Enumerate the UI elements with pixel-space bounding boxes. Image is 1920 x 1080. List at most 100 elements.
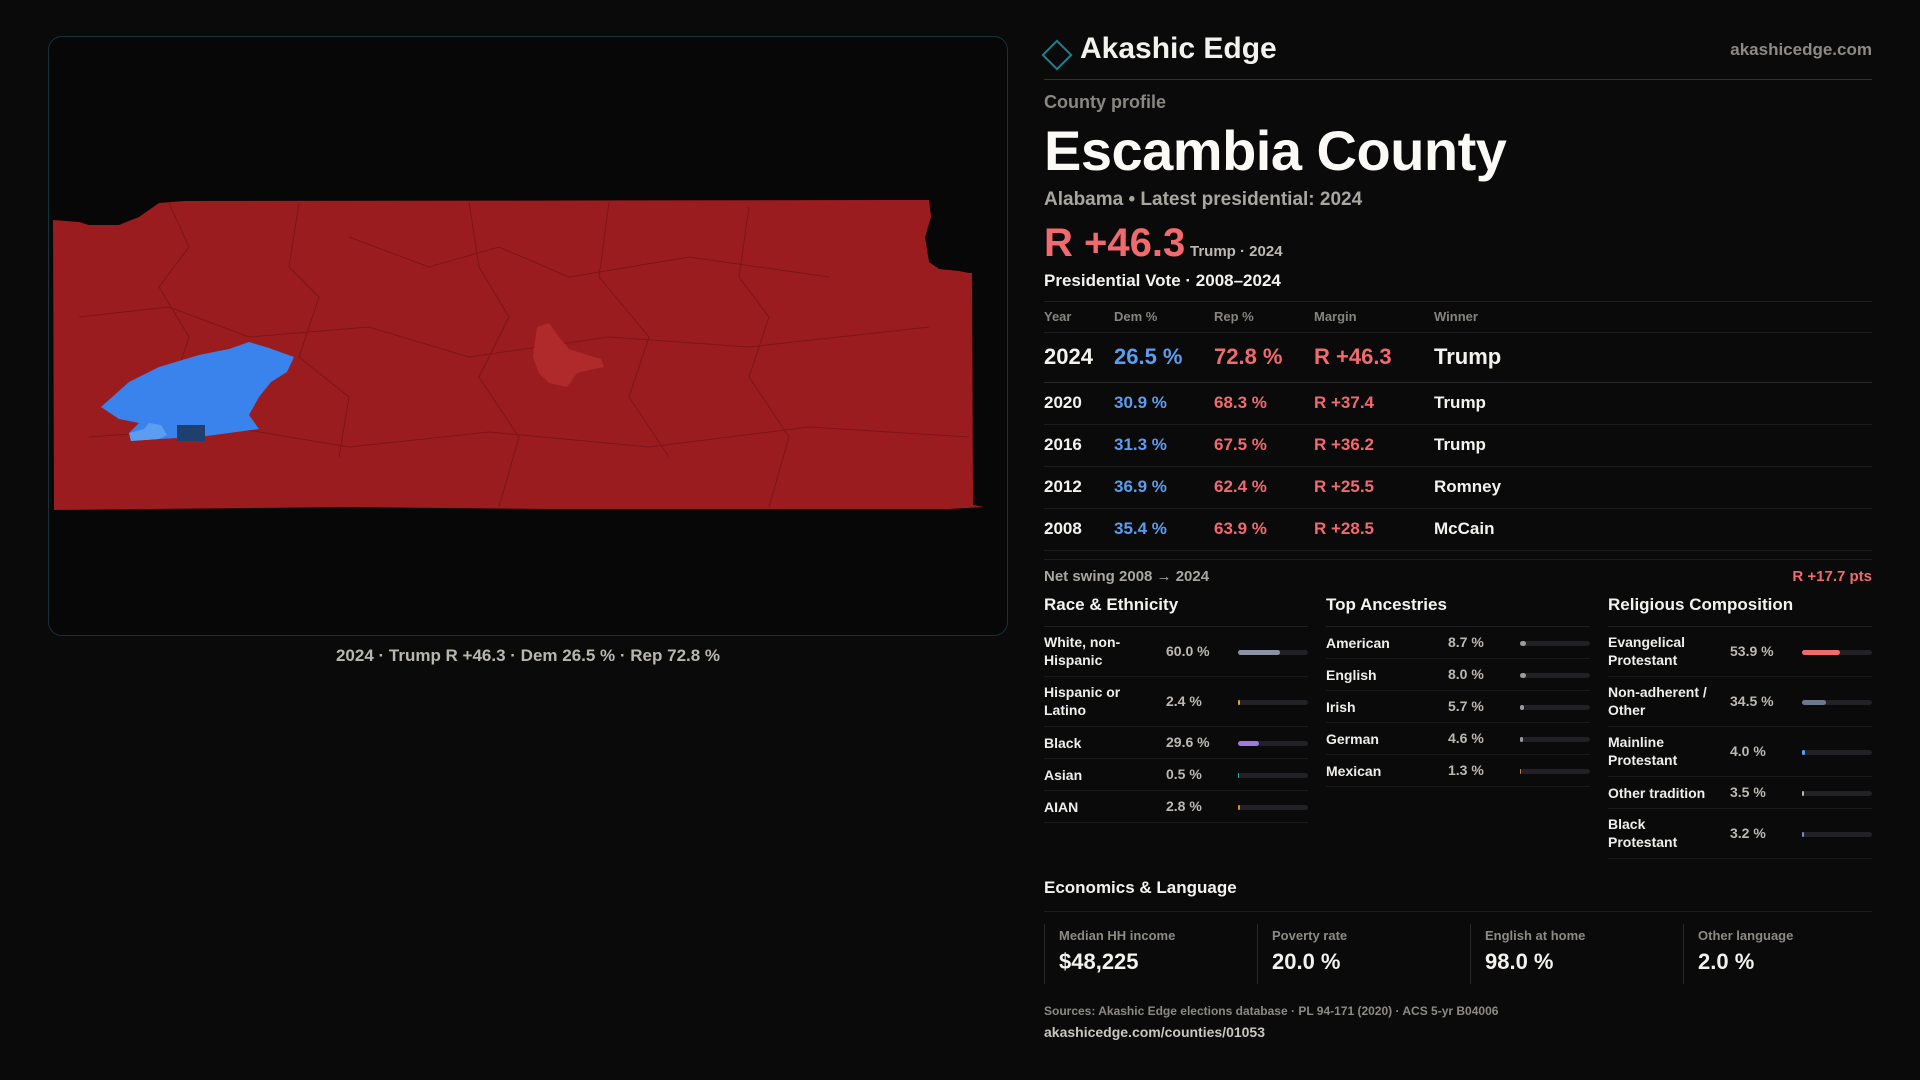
bar-track	[1520, 704, 1590, 710]
col-dem: Dem %	[1114, 302, 1214, 333]
stat-card: English at home 98.0 %	[1470, 924, 1677, 984]
bar-track	[1802, 649, 1872, 655]
bar-track	[1802, 790, 1872, 796]
row-dem: 26.5 %	[1114, 332, 1214, 383]
dem-precinct-area[interactable]	[101, 342, 294, 441]
vote-section-title: Presidential Vote · 2008–2024	[1044, 271, 1872, 302]
table-row: 2016 31.3 % 67.5 % R +36.2 Trump	[1044, 424, 1872, 467]
item-percent: 3.5 %	[1730, 783, 1766, 800]
bar-fill	[1238, 804, 1240, 810]
row-margin: R +28.5	[1314, 508, 1434, 551]
list-item: Evangelical Protestant 53.9 %	[1608, 627, 1872, 677]
dem-light-precinct[interactable]	[129, 423, 167, 441]
item-percent: 2.4 %	[1166, 692, 1202, 709]
dem-dark-precinct[interactable]	[177, 425, 205, 441]
item-label: Black Protestant	[1608, 815, 1678, 850]
row-year: 2024	[1044, 332, 1114, 383]
bar-fill	[1520, 640, 1527, 646]
religion-column: Religious Composition Evangelical Protes…	[1608, 595, 1872, 859]
item-label: Mexican	[1326, 762, 1382, 779]
brand-domain-link[interactable]: akashicedge.com	[1730, 40, 1872, 59]
item-percent: 2.8 %	[1166, 797, 1202, 814]
item-label: Black	[1044, 734, 1082, 751]
col-margin: Margin	[1314, 302, 1434, 333]
row-winner: Romney	[1434, 466, 1872, 509]
bar-track	[1238, 649, 1308, 655]
map-caption: 2024 · Trump R +46.3 · Dem 26.5 % · Rep …	[335, 646, 721, 665]
economics-stats: Median HH income $48,225 Poverty rate 20…	[1044, 924, 1872, 994]
race-title: Race & Ethnicity	[1044, 595, 1308, 627]
economics-section: Economics & Language Median HH income $4…	[1044, 878, 1872, 994]
col-rep: Rep %	[1214, 302, 1314, 333]
row-dem: 31.3 %	[1114, 424, 1214, 467]
list-item: Other tradition 3.5 %	[1608, 777, 1872, 809]
stat-label: English at home	[1485, 928, 1586, 943]
row-dem: 30.9 %	[1114, 382, 1214, 425]
item-percent: 8.0 %	[1448, 665, 1484, 682]
row-margin: R +36.2	[1314, 424, 1434, 467]
row-margin: R +25.5	[1314, 466, 1434, 509]
profile-kicker: County profile	[1044, 92, 1166, 112]
bar-track	[1520, 736, 1590, 742]
page-title: Escambia County	[1044, 119, 1507, 182]
bar-track	[1238, 699, 1308, 705]
bar-track	[1238, 772, 1308, 778]
bar-fill	[1238, 649, 1280, 655]
bar-track	[1802, 831, 1872, 837]
profile-url-link[interactable]: akashicedge.com/counties/01053	[1044, 1024, 1265, 1040]
row-winner: Trump	[1434, 332, 1872, 383]
bar-track	[1802, 749, 1872, 755]
profile-panel: Akashic Edge akashicedge.com County prof…	[1041, 30, 1872, 875]
item-label: German	[1326, 730, 1379, 747]
item-percent: 4.0 %	[1730, 742, 1766, 759]
row-year: 2020	[1044, 382, 1114, 425]
rep-light-precinct[interactable]	[533, 323, 604, 387]
list-item: Non-adherent / Other 34.5 %	[1608, 677, 1872, 727]
ancestry-title: Top Ancestries	[1326, 595, 1590, 627]
item-percent: 34.5 %	[1730, 692, 1774, 709]
brand-name[interactable]: Akashic Edge	[1080, 32, 1277, 65]
list-item: AIAN 2.8 %	[1044, 791, 1308, 823]
stat-value: 20.0 %	[1272, 949, 1341, 974]
bar-track	[1520, 768, 1590, 774]
item-label: Non-adherent / Other	[1608, 683, 1707, 718]
margin-value: R +46.3	[1044, 221, 1186, 265]
col-winner: Winner	[1434, 302, 1872, 333]
table-row: 2020 30.9 % 68.3 % R +37.4 Trump	[1044, 382, 1872, 425]
stat-card: Other language 2.0 %	[1683, 924, 1890, 984]
row-year: 2012	[1044, 466, 1114, 509]
bar-fill	[1238, 772, 1240, 778]
county-map-panel[interactable]	[48, 36, 1008, 636]
row-rep: 68.3 %	[1214, 382, 1314, 425]
headline-margin: R +46.3 Trump · 2024	[1044, 221, 1872, 265]
stat-label: Poverty rate	[1272, 928, 1348, 943]
diamond-logo-icon	[1041, 39, 1073, 71]
vote-table-header: Year Dem % Rep % Margin Winner	[1044, 302, 1872, 333]
row-winner: Trump	[1434, 382, 1872, 425]
row-rep: 72.8 %	[1214, 332, 1314, 383]
item-percent: 53.9 %	[1730, 642, 1774, 659]
list-item: Asian 0.5 %	[1044, 759, 1308, 791]
row-margin: R +46.3	[1314, 332, 1434, 383]
bar-fill	[1520, 704, 1524, 710]
economics-title: Economics & Language	[1044, 878, 1872, 912]
county-map[interactable]	[49, 37, 1008, 636]
ancestry-column: Top Ancestries American 8.7 % English 8.0 %…	[1326, 595, 1590, 787]
row-margin: R +37.4	[1314, 382, 1434, 425]
brand-header: Akashic Edge akashicedge.com	[1041, 30, 1872, 80]
race-column: Race & Ethnicity White, non-Hispanic 60.0…	[1044, 595, 1308, 823]
bar-fill	[1238, 699, 1240, 705]
bar-track	[1520, 640, 1590, 646]
stat-label: Median HH income	[1059, 928, 1176, 943]
demographics-section: Race & Ethnicity White, non-Hispanic 60.0…	[1044, 595, 1872, 875]
list-item: Mexican 1.3 %	[1326, 755, 1590, 787]
margin-note: Trump · 2024	[1190, 243, 1283, 260]
bar-fill	[1802, 790, 1805, 796]
row-year: 2008	[1044, 508, 1114, 551]
rep-precinct-area[interactable]	[53, 200, 984, 510]
row-rep: 63.9 %	[1214, 508, 1314, 551]
item-percent: 60.0 %	[1166, 642, 1210, 659]
sources-note: Sources: Akashic Edge elections database…	[1044, 1004, 1499, 1018]
item-percent: 0.5 %	[1166, 765, 1202, 782]
bar-fill	[1520, 768, 1522, 774]
